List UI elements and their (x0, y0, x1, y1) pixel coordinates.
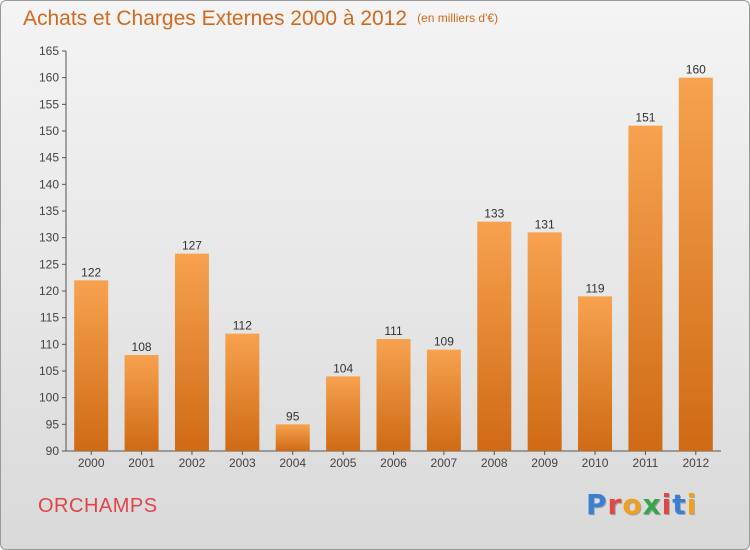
logo-letter: x (642, 488, 662, 521)
bar (477, 221, 512, 451)
x-tick-label: 2011 (633, 456, 659, 470)
y-tick-label: 110 (40, 337, 59, 351)
bar (124, 355, 159, 451)
logo-letter: o (622, 488, 643, 521)
bar (426, 349, 461, 451)
y-tick-label: 90 (46, 444, 60, 458)
bar-value-label: 160 (686, 63, 706, 77)
bar (578, 296, 613, 451)
bar-value-label: 119 (585, 281, 604, 295)
x-tick-label: 2008 (481, 456, 508, 470)
x-tick-label: 2005 (330, 456, 357, 470)
y-tick-label: 115 (40, 311, 59, 325)
chart-title-text: Achats et Charges Externes 2000 à 2012 (23, 7, 408, 30)
bar (527, 232, 562, 451)
chart-title: Achats et Charges Externes 2000 à 2012 (e… (23, 7, 498, 31)
y-tick-label: 140 (39, 177, 59, 191)
logo-letter: r (607, 488, 623, 521)
bar (326, 376, 361, 451)
x-tick-label: 2006 (380, 456, 407, 470)
logo-letter: i (661, 488, 673, 521)
x-tick-label: 2012 (682, 456, 709, 470)
y-tick-label: 135 (39, 204, 59, 218)
x-tick-label: 2003 (229, 456, 256, 470)
chart-subtitle: (en milliers d'€) (417, 11, 499, 25)
x-tick-label: 2001 (128, 456, 155, 470)
x-axis: 2000 2001 2002 2003 2004 2005 2006 2007 2008 2009… (66, 450, 721, 470)
bar-value-label: 131 (535, 217, 555, 231)
bar (275, 424, 310, 451)
bar (174, 253, 209, 451)
y-tick-label: 160 (39, 71, 59, 85)
x-tick-label: 2002 (179, 456, 206, 470)
y-tick-label: 155 (39, 97, 59, 111)
proxiti-logo: Proxiti (586, 488, 697, 521)
place-name: ORCHAMPS (38, 495, 158, 517)
y-axis: 90 95 100 105 110 115 120 125 130 135 140 145 150 155… (39, 44, 67, 458)
bar (225, 333, 260, 451)
x-tick-label: 2004 (279, 456, 306, 470)
bar-value-label: 133 (484, 207, 504, 221)
x-tick-label: 2007 (431, 456, 458, 470)
x-tick-label: 2009 (531, 456, 558, 470)
y-tick-label: 145 (39, 151, 59, 165)
bar (678, 77, 713, 452)
y-tick-label: 105 (39, 364, 59, 378)
logo-letter: i (686, 488, 698, 521)
bar-value-label: 109 (434, 335, 454, 349)
bar-value-label: 127 (182, 239, 202, 253)
bar (628, 125, 663, 452)
y-tick-label: 165 (39, 44, 59, 58)
bar-value-label: 112 (233, 319, 252, 333)
x-tick-label: 2010 (582, 456, 609, 470)
x-tick-label: 2000 (78, 456, 105, 470)
bars: 122 108 127 112 95 104 111 109 133 131 119 151 160 (74, 63, 713, 452)
bar-value-label: 122 (81, 265, 101, 279)
logo-letter: t (672, 488, 687, 521)
y-tick-label: 150 (39, 124, 59, 138)
y-tick-label: 130 (39, 231, 59, 245)
y-tick-label: 120 (39, 284, 59, 298)
bar (74, 280, 109, 451)
bar-value-label: 151 (635, 111, 655, 125)
bar (376, 339, 411, 451)
y-tick-label: 95 (46, 417, 60, 431)
bar-value-label: 104 (333, 361, 353, 375)
y-tick-label: 100 (39, 391, 59, 405)
logo-letter: P (586, 488, 608, 521)
bar-value-label: 108 (132, 340, 152, 354)
bar-value-label: 111 (384, 324, 403, 338)
bar-value-label: 95 (286, 409, 300, 423)
y-tick-label: 125 (39, 257, 59, 271)
